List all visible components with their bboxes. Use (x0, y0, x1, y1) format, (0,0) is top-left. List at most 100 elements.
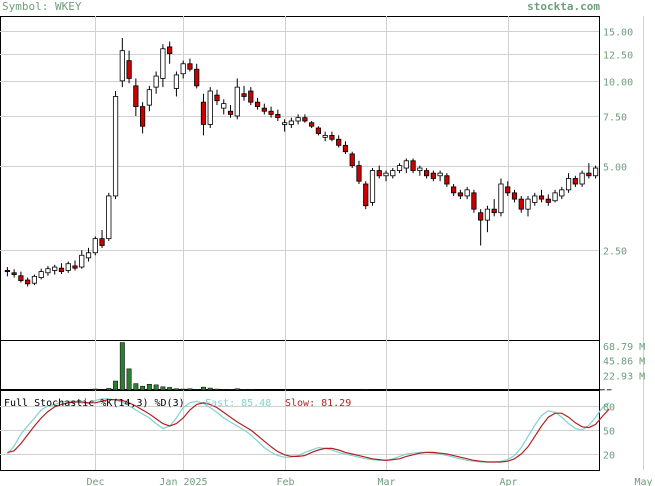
volume-bar (201, 386, 206, 391)
volume-bar (160, 386, 166, 391)
candle-down (586, 172, 592, 177)
candle-down (491, 208, 497, 214)
candle-down (336, 138, 342, 146)
volume-bar (140, 385, 146, 391)
candle-down (275, 113, 281, 119)
candle-up (45, 268, 51, 274)
candle-down (505, 186, 511, 194)
candle-down (11, 272, 17, 275)
volume-bar (146, 383, 152, 391)
candle-up (146, 89, 152, 106)
candle-down (133, 85, 139, 108)
price-tick-label: 2.50 (603, 247, 627, 258)
candle-down (457, 192, 463, 197)
symbol-label: Symbol: WKEY (2, 0, 82, 13)
candle-down (18, 275, 24, 282)
volume-bar (167, 387, 173, 391)
candle-down (518, 198, 524, 210)
price-tick-label: 12.50 (603, 51, 633, 62)
volume-tick-label: 22.93 M (603, 371, 645, 382)
candle-up (369, 170, 376, 203)
candle-up (322, 135, 328, 138)
slow-value-label: Slow: 81.29 (285, 398, 351, 409)
candle-down (471, 192, 477, 210)
volume-bar (106, 388, 112, 391)
volume-bar (92, 388, 98, 391)
candle-down (430, 172, 436, 179)
candle-up (403, 160, 409, 169)
candle-up (417, 167, 423, 171)
candle-down (254, 101, 261, 108)
volume-bar (248, 389, 254, 391)
candle-down (261, 107, 267, 112)
candle-down (72, 265, 78, 269)
fast-value-label: Fast: 85.48 (205, 398, 271, 409)
x-tick-label: Apr (499, 477, 517, 486)
candle-up (593, 167, 599, 177)
candle-down (302, 117, 308, 122)
candle-up (92, 238, 98, 254)
candle-down (187, 63, 193, 70)
candle-down (140, 106, 146, 127)
x-tick-label: Feb (276, 477, 294, 486)
volume-bar (255, 389, 260, 391)
candle-down (444, 175, 450, 185)
price-tick-label: 5.00 (603, 163, 627, 174)
volume-bar (234, 388, 240, 391)
x-tick-label: Dec (86, 477, 104, 486)
stochastic-tick-label: 20 (603, 451, 615, 462)
candle-up (180, 63, 186, 75)
candle-down (248, 90, 254, 103)
candle-up (396, 165, 403, 171)
candle-down (545, 198, 551, 203)
volume-bar (173, 388, 179, 391)
candle-down (126, 60, 132, 79)
candle-down (342, 144, 349, 153)
candle-down (538, 195, 545, 200)
stochastic-tick-label: 80 (603, 403, 615, 414)
stochastic-tick-label: 50 (603, 427, 615, 438)
candle-up (221, 103, 227, 109)
price-tick-label: 10.00 (603, 78, 633, 89)
candle-down (99, 238, 105, 246)
volume-tick-label: 68.79 M (603, 342, 645, 353)
volume-bar (363, 389, 369, 391)
candle-up (579, 172, 585, 185)
volume-bar (370, 389, 375, 391)
candle-down (356, 165, 362, 182)
candle-down (478, 212, 484, 221)
candle-up (79, 254, 85, 268)
candle-up (112, 96, 119, 197)
candle-up (160, 48, 166, 79)
candle-down (451, 186, 457, 194)
x-tick-label: Mar (377, 477, 395, 486)
candle-up (119, 50, 125, 82)
volume-bar (187, 388, 193, 391)
candle-up (464, 189, 470, 197)
volume-bar (126, 368, 132, 391)
volume-bar (153, 384, 159, 391)
candle-up (38, 271, 44, 278)
candle-up (383, 172, 389, 177)
volume-bar (241, 389, 247, 391)
candle-up (207, 90, 213, 125)
volume-bar (180, 388, 186, 391)
candle-down (58, 267, 65, 273)
candle-down (329, 135, 335, 140)
candle-up (532, 195, 538, 203)
price-tick-label: 15.00 (603, 28, 633, 39)
candle-up (106, 195, 112, 240)
x-tick-label: Jan 2025 (159, 477, 207, 486)
volume-bar (207, 387, 213, 391)
candle-down (349, 153, 355, 166)
candle-down (227, 110, 234, 115)
candle-down (511, 192, 518, 200)
candle-up (153, 75, 159, 88)
candle-down (423, 170, 430, 177)
candle-up (295, 117, 301, 122)
brand-label[interactable]: stockta.com (527, 0, 600, 13)
candle-down (241, 93, 247, 97)
candle-up (173, 74, 180, 89)
candle-down (214, 94, 220, 102)
